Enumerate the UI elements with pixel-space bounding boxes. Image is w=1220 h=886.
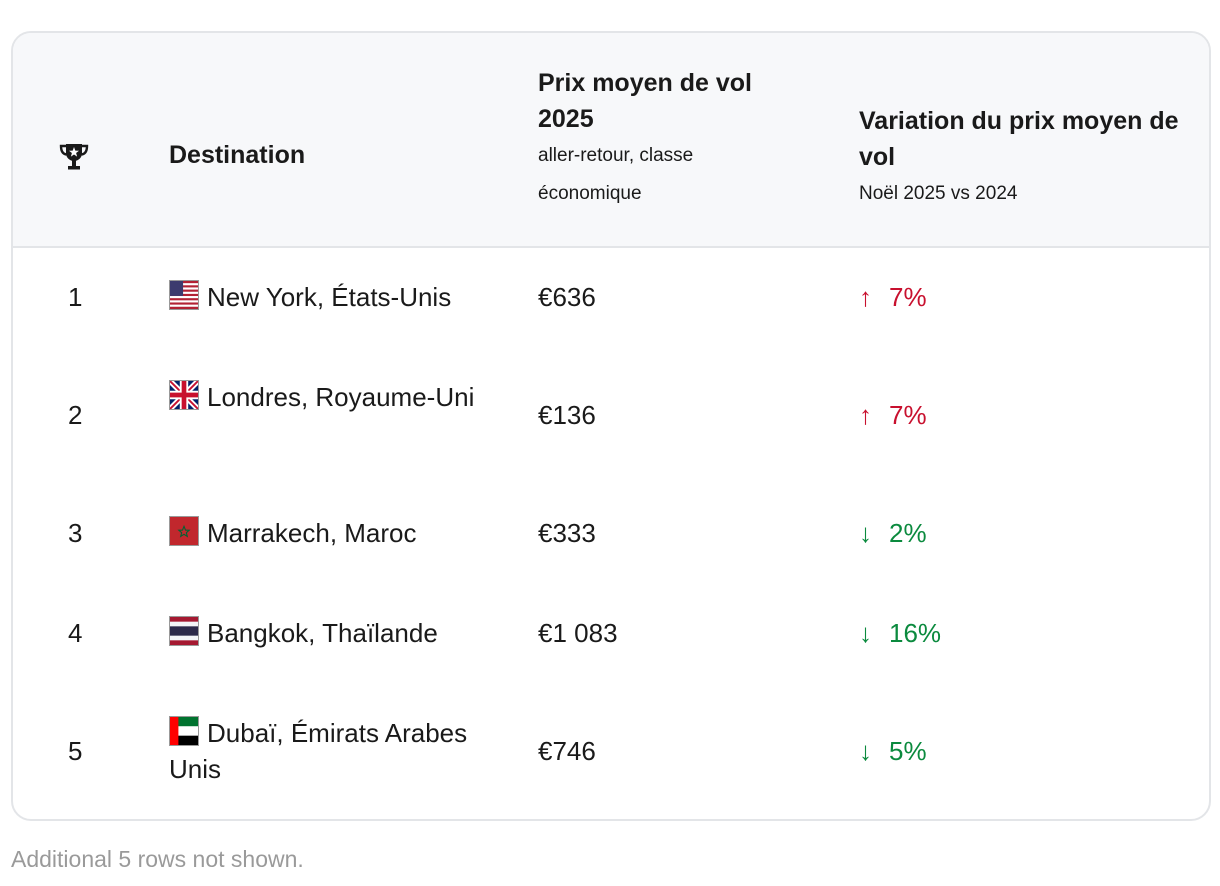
- destination-cell: New York, États-Unis: [169, 279, 479, 315]
- price-cell: €746: [538, 736, 596, 766]
- column-header-variation: Variation du prix moyen de vol Noël 2025…: [859, 103, 1189, 213]
- destinations-table: Destination Prix moyen de vol 2025 aller…: [11, 31, 1211, 821]
- change-cell: ↓ 5%: [859, 733, 927, 769]
- uae-flag-icon: [169, 716, 199, 746]
- arrow-up-icon: ↑: [859, 400, 872, 430]
- rank-cell: 2: [68, 400, 83, 430]
- change-value: 5%: [889, 736, 927, 766]
- destination-cell: Marrakech, Maroc: [169, 515, 479, 551]
- change-value: 2%: [889, 518, 927, 548]
- column-header-price-label: Prix moyen de vol 2025: [538, 69, 752, 133]
- arrow-up-icon: ↑: [859, 282, 872, 312]
- destination-name: New York, États-Unis: [207, 282, 452, 312]
- change-value: 16%: [889, 618, 942, 648]
- price-cell: €1 083: [538, 618, 618, 648]
- change-cell: ↓ 2%: [859, 515, 927, 551]
- column-header-destination: Destination: [169, 137, 305, 173]
- trophy-icon: [57, 140, 91, 174]
- destination-name: Marrakech, Maroc: [207, 518, 417, 548]
- change-cell: ↑ 7%: [859, 397, 927, 433]
- destination-name: Dubaï, Émirats Arabes Unis: [169, 718, 468, 784]
- thailand-flag-icon: [169, 616, 199, 646]
- rank-cell: 5: [68, 736, 83, 766]
- price-cell: €136: [538, 400, 596, 430]
- destination-name: Bangkok, Thaïlande: [207, 618, 438, 648]
- rank-cell: 4: [68, 618, 83, 648]
- price-cell: €333: [538, 518, 596, 548]
- destination-cell: Londres, Royaume-Uni: [169, 379, 479, 415]
- change-cell: ↓ 16%: [859, 615, 941, 651]
- arrow-down-icon: ↓: [859, 518, 872, 548]
- arrow-down-icon: ↓: [859, 618, 872, 648]
- column-header-variation-sublabel: Noël 2025 vs 2024: [859, 183, 1018, 204]
- column-header-price: Prix moyen de vol 2025 aller-retour, cla…: [538, 65, 808, 213]
- change-value: 7%: [889, 282, 927, 312]
- rows-not-shown-note: Additional 5 rows not shown.: [11, 846, 304, 872]
- uk-flag-icon: [169, 380, 199, 410]
- column-header-destination-label: Destination: [169, 141, 306, 169]
- change-cell: ↑ 7%: [859, 279, 927, 315]
- column-header-variation-label: Variation du prix moyen de vol: [859, 107, 1179, 171]
- table-header: Destination Prix moyen de vol 2025 aller…: [13, 33, 1209, 248]
- price-cell: €636: [538, 282, 596, 312]
- column-header-price-sublabel: aller-retour, classe économique: [538, 145, 694, 204]
- rank-cell: 3: [68, 518, 83, 548]
- arrow-down-icon: ↓: [859, 736, 872, 766]
- destination-cell: Bangkok, Thaïlande: [169, 615, 479, 651]
- us-flag-icon: [169, 280, 199, 310]
- change-value: 7%: [889, 400, 927, 430]
- rank-cell: 1: [68, 282, 83, 312]
- destination-cell: Dubaï, Émirats Arabes Unis: [169, 715, 479, 787]
- morocco-flag-icon: [169, 516, 199, 546]
- destination-name: Londres, Royaume-Uni: [207, 382, 475, 412]
